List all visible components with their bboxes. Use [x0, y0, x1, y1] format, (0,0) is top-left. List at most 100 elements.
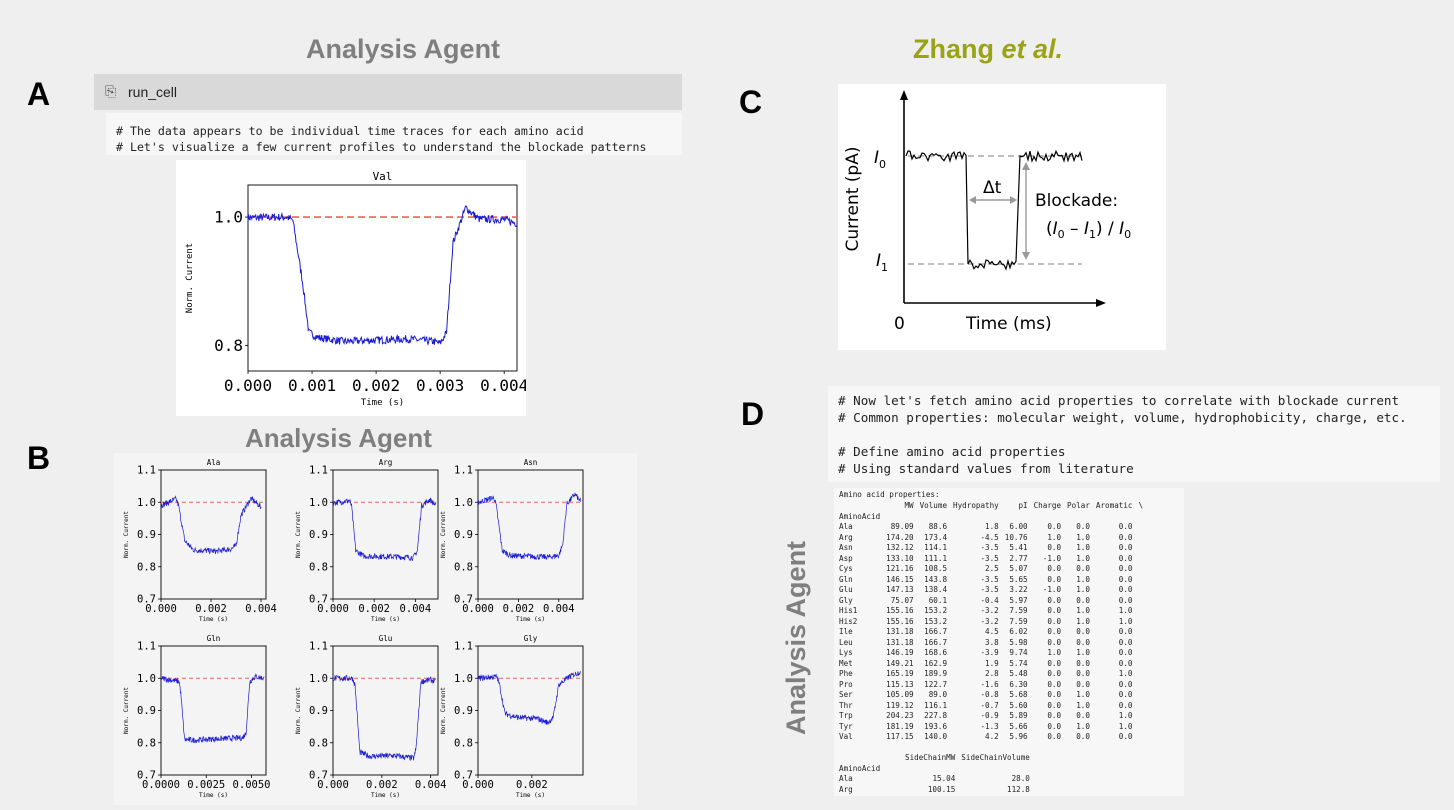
y-axis-label: Norm. Current: [123, 511, 130, 558]
zhang-author: Zhang: [913, 34, 994, 64]
x-tick-label: 0.004: [480, 376, 526, 395]
chart-title: Arg: [379, 458, 393, 467]
panel-label-a: A: [27, 76, 51, 112]
run-cell-header: ⎘ run_cell: [94, 74, 682, 110]
table-cell: 147.13: [886, 585, 914, 594]
table-cell: 0.0: [1118, 648, 1133, 657]
table-cell: Phe: [839, 669, 853, 678]
table-cell: 1.0: [1047, 648, 1062, 657]
table-cell: -4.5: [980, 532, 999, 542]
table-cell: 0.0: [1118, 700, 1133, 710]
table-cell: 0.0: [1076, 564, 1090, 573]
table-row: Ser 105.09 89.0 -0.8 5.68 0.0 1.0 0.0: [839, 690, 1146, 701]
table-cell: 5.48: [1009, 669, 1028, 678]
x-tick-label: 0.004: [543, 603, 575, 615]
table-row: Arg 174.20 173.4 -4.5 10.76 1.0 1.0 0.0: [839, 533, 1146, 544]
chart-glu: Glu 0.000 0.002 0.004 0.7 0.8 0.9 1.0 1.1 Time (s…: [295, 634, 446, 799]
index-header: [839, 501, 883, 512]
table-cell: Ile: [839, 627, 853, 636]
table-row: Lys 146.19 168.6 -3.9 9.74 1.0 1.0 0.0: [839, 648, 1146, 659]
table-index-row: AminoAcid: [839, 512, 1146, 523]
code-line: # Define amino acid properties: [838, 444, 1066, 459]
table-cell: -3.2: [980, 616, 999, 626]
y-tick-label: 0.7: [137, 770, 156, 782]
table-cell: 0.0: [1118, 553, 1133, 563]
table-cell: 75.07: [890, 595, 914, 605]
table-row: Pro 115.13 122.7 -1.6 6.30 0.0 0.0 0.0: [839, 680, 1146, 691]
table-cell: 117.15: [886, 732, 914, 741]
y-tick-label: 0.7: [454, 594, 473, 606]
x-tick-label: 0.000: [317, 603, 349, 615]
table-cell: 0.0: [1118, 564, 1133, 573]
table-cell: -3.5: [980, 585, 999, 594]
y-axis-label: Norm. Current: [440, 687, 447, 734]
table-cell: 189.9: [924, 669, 948, 678]
column-header: MW: [904, 501, 914, 510]
table-row: Gly 75.07 60.1 -0.4 5.97 0.0 0.0 0.0: [839, 596, 1146, 607]
table-row: Ile 131.18 166.7 4.5 6.02 0.0 0.0 0.0: [839, 627, 1146, 638]
table-cell: Met: [839, 658, 853, 668]
x-axis-arrow-icon: [1096, 299, 1106, 307]
table-cell: 1.0: [1076, 585, 1090, 594]
code-line: # Using standard values from literature: [838, 461, 1134, 476]
table-cell: 204.23: [886, 711, 914, 720]
x-tick-label: 0.000: [317, 779, 349, 791]
y-tick-label: 0.8: [137, 737, 156, 749]
table-cell: 131.18: [886, 627, 914, 636]
table-row: His1 155.16 153.2 -3.2 7.59 0.0 1.0 1.0: [839, 606, 1146, 617]
table-cell: 0.0: [1047, 690, 1062, 699]
table-cell: 2.5: [985, 564, 999, 573]
table-cell: 100.15: [927, 784, 956, 794]
side-chain-table: SideChainMW SideChainVolume AminoAcid Ala…: [839, 753, 1033, 795]
table-cell: Tyr: [839, 721, 853, 731]
table-cell: 166.7: [924, 627, 948, 636]
table-cell: -1.6: [980, 679, 999, 689]
table-cell: 5.98: [1009, 637, 1028, 647]
table-cell: 0.0: [1076, 637, 1090, 647]
plot-frame: [477, 645, 584, 776]
x-axis-label: Time (s): [199, 792, 228, 799]
table-cell: -0.4: [980, 595, 999, 605]
table-cell: 3.22: [1009, 585, 1028, 594]
table-cell: 1.0: [1076, 721, 1090, 731]
notebook-cell-icon: ⎘: [105, 83, 117, 99]
y-axis-label: Norm. Current: [295, 511, 302, 558]
table-cell: 0.0: [1118, 732, 1133, 741]
table-cell: Pro: [839, 679, 853, 689]
table-cell: 227.8: [924, 711, 948, 720]
table-cell: 0.0: [1076, 522, 1090, 531]
table-cell: 153.2: [924, 616, 948, 626]
y-tick-label: 0.8: [309, 561, 328, 573]
x-tick-label: 0.002: [352, 376, 400, 395]
table-cell: 132.12: [886, 543, 914, 552]
y-axis-label: Norm. Current: [123, 687, 130, 734]
table-index-row: AminoAcid: [839, 764, 1033, 775]
table-cell: 1.0: [1076, 553, 1090, 563]
table-cell: 0.0: [1118, 690, 1133, 699]
table-header-row: MW Volume Hydropathy pI Charge Polar Aromatic \: [839, 501, 1146, 512]
trace-line: [247, 205, 518, 346]
table-cell: 1.0: [1076, 700, 1090, 710]
table-cell: 111.1: [924, 553, 948, 563]
table-row: Ala 89.09 88.6 1.8 6.00 0.0 0.0 0.0: [839, 522, 1146, 533]
table-cell: -1.0: [1042, 553, 1062, 563]
trace-line: [332, 674, 436, 761]
table-cell: 10.76: [1004, 532, 1028, 542]
x-tick-label: 0.0050: [233, 779, 271, 791]
table-cell: 155.16: [886, 606, 914, 615]
table-cell: 2.8: [985, 669, 999, 678]
panel-d-code: # Now let's fetch amino acid properties …: [828, 386, 1440, 482]
table-cell: 2.77: [1009, 553, 1028, 563]
column-header: Polar: [1067, 501, 1090, 510]
table-cell: 0.0: [1118, 585, 1133, 594]
column-header: pI: [1018, 501, 1028, 510]
table-row: Thr 119.12 116.1 -0.7 5.60 0.0 1.0 0.0: [839, 701, 1146, 712]
table-cell: 0.0: [1118, 574, 1133, 584]
table-cell: Cys: [839, 564, 853, 573]
table-cell: 4.2: [985, 732, 999, 741]
properties-output: Amino acid properties: MW Volume Hydropath…: [834, 488, 1184, 796]
index-header: [839, 753, 902, 764]
table-cell: 5.41: [1009, 543, 1028, 552]
table-cell: 0.0: [1047, 637, 1062, 647]
x-tick-label: 0.000: [224, 376, 272, 395]
